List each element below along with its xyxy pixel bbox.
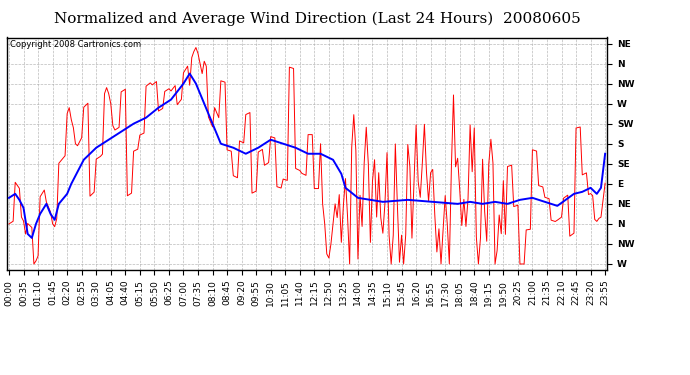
- Text: Copyright 2008 Cartronics.com: Copyright 2008 Cartronics.com: [10, 40, 141, 49]
- Text: Normalized and Average Wind Direction (Last 24 Hours)  20080605: Normalized and Average Wind Direction (L…: [54, 11, 581, 26]
